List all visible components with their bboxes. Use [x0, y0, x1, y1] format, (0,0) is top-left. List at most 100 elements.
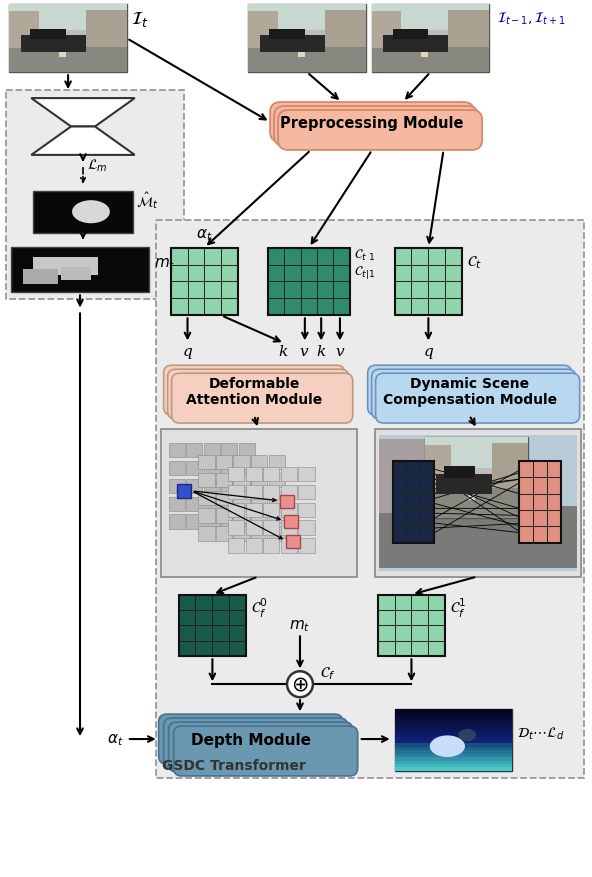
Text: v: v: [335, 345, 343, 359]
Bar: [394, 732, 512, 735]
FancyBboxPatch shape: [163, 366, 345, 416]
Bar: [204, 248, 221, 265]
Bar: [533, 478, 547, 494]
Bar: [444, 467, 475, 479]
Bar: [179, 625, 195, 641]
Polygon shape: [233, 491, 250, 505]
Bar: [420, 527, 435, 543]
Bar: [394, 248, 411, 265]
Bar: [394, 767, 512, 771]
Polygon shape: [186, 515, 202, 529]
Bar: [284, 299, 301, 316]
Polygon shape: [198, 455, 214, 470]
Text: Attention Module: Attention Module: [186, 393, 322, 407]
Bar: [179, 595, 246, 657]
Bar: [420, 494, 435, 510]
Bar: [392, 510, 407, 527]
Bar: [394, 709, 512, 712]
Polygon shape: [204, 497, 220, 511]
Polygon shape: [229, 485, 244, 500]
Bar: [394, 717, 512, 721]
Bar: [195, 595, 213, 610]
Bar: [547, 527, 561, 543]
Bar: [301, 282, 317, 299]
Polygon shape: [31, 99, 135, 127]
Ellipse shape: [72, 201, 110, 224]
Bar: [394, 750, 512, 753]
Bar: [378, 625, 394, 641]
Bar: [392, 30, 428, 39]
Bar: [533, 510, 547, 527]
Polygon shape: [186, 444, 202, 458]
Bar: [533, 527, 547, 543]
Bar: [317, 248, 333, 265]
Bar: [394, 641, 411, 657]
Bar: [317, 282, 333, 299]
Bar: [392, 478, 407, 494]
Bar: [394, 625, 411, 641]
Text: $\alpha_t$: $\alpha_t$: [196, 227, 213, 243]
Bar: [378, 641, 394, 657]
Polygon shape: [198, 474, 214, 488]
FancyBboxPatch shape: [270, 103, 474, 143]
Text: $\alpha_t$: $\alpha_t$: [107, 731, 124, 747]
Bar: [170, 248, 238, 316]
Bar: [547, 461, 561, 478]
Bar: [411, 299, 429, 316]
Polygon shape: [221, 497, 237, 511]
Bar: [421, 53, 428, 58]
Bar: [394, 760, 512, 764]
Bar: [372, 12, 401, 49]
Polygon shape: [263, 503, 279, 517]
Polygon shape: [216, 527, 232, 541]
Polygon shape: [221, 515, 237, 529]
Text: $\mathcal{C}_f^0$: $\mathcal{C}_f^0$: [251, 596, 268, 619]
Bar: [519, 478, 533, 494]
Bar: [392, 461, 435, 543]
Bar: [394, 248, 462, 316]
Bar: [170, 282, 188, 299]
Polygon shape: [186, 497, 202, 511]
Polygon shape: [269, 491, 285, 505]
Text: Deformable: Deformable: [208, 376, 300, 390]
Bar: [188, 299, 204, 316]
FancyBboxPatch shape: [274, 107, 478, 146]
Polygon shape: [216, 474, 232, 488]
Bar: [248, 5, 366, 73]
Bar: [170, 299, 188, 316]
Text: k: k: [278, 345, 287, 359]
Bar: [411, 625, 429, 641]
FancyBboxPatch shape: [376, 374, 580, 424]
Text: $m_t$: $m_t$: [289, 618, 311, 633]
Polygon shape: [216, 509, 232, 524]
Bar: [394, 740, 512, 744]
Bar: [429, 299, 445, 316]
Bar: [420, 478, 435, 494]
Bar: [9, 47, 127, 73]
Bar: [394, 724, 512, 726]
Bar: [407, 461, 420, 478]
Bar: [445, 248, 462, 265]
Bar: [420, 461, 435, 478]
Bar: [188, 265, 204, 282]
Bar: [448, 11, 489, 48]
Polygon shape: [269, 527, 285, 541]
Bar: [394, 715, 512, 717]
Bar: [394, 746, 512, 750]
Polygon shape: [229, 503, 244, 517]
FancyBboxPatch shape: [372, 370, 575, 419]
Polygon shape: [233, 509, 250, 524]
Bar: [179, 641, 195, 657]
Bar: [21, 36, 86, 53]
Bar: [378, 595, 394, 610]
Bar: [301, 265, 317, 282]
Bar: [394, 712, 512, 715]
Bar: [229, 610, 246, 625]
Bar: [372, 47, 489, 73]
Bar: [394, 265, 411, 282]
Polygon shape: [216, 491, 232, 505]
Polygon shape: [204, 444, 220, 458]
Bar: [248, 12, 278, 49]
Polygon shape: [263, 485, 279, 500]
Polygon shape: [239, 444, 255, 458]
